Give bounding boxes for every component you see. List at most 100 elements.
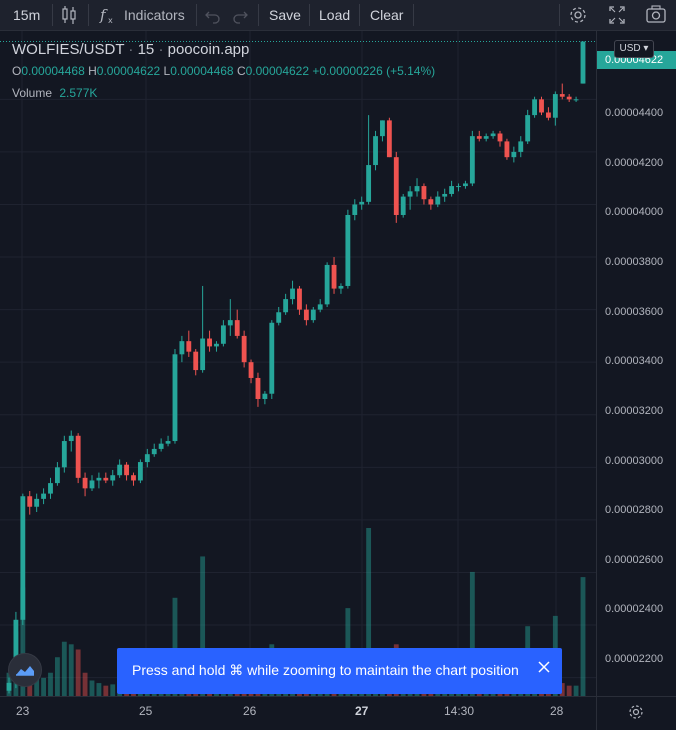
chart-logo-button[interactable] — [8, 653, 42, 687]
currency-select[interactable]: USD ▾ — [614, 40, 654, 58]
candle-body — [525, 115, 531, 142]
candle-body — [338, 285, 344, 289]
volume-bar — [41, 677, 46, 696]
candle-body — [137, 462, 143, 481]
close-icon[interactable] — [535, 658, 553, 676]
candle-body — [456, 186, 461, 188]
low-label: L — [163, 64, 171, 78]
candle-body — [400, 196, 406, 215]
fullscreen-icon[interactable] — [607, 0, 627, 30]
volume-bar — [566, 685, 572, 696]
change-value: +0.00000226 (+5.14%) — [312, 64, 436, 78]
toast-message: Press and hold ⌘ while zooming to mainta… — [132, 662, 519, 678]
chart-area[interactable]: WOLFIES/USDT · 15 · poocoin.app O0.00004… — [0, 31, 676, 730]
candles-chart-type-icon[interactable] — [60, 0, 78, 30]
scale-settings-gear-icon[interactable] — [626, 702, 646, 725]
candle-body — [193, 351, 199, 371]
price-axis-label: 0.00002200 — [605, 653, 664, 665]
volume-legend: Volume 2.577K — [12, 86, 97, 100]
camera-snapshot-icon[interactable] — [645, 0, 667, 30]
toolbar-divider — [359, 4, 360, 26]
toolbar-divider — [559, 4, 560, 26]
candle-body — [110, 475, 116, 481]
volume-bar — [200, 556, 206, 696]
candle-body — [103, 477, 109, 481]
candle-body — [435, 196, 441, 205]
indicators-button[interactable]: Indicators — [124, 7, 185, 23]
low-value: 0.00004468 — [170, 64, 234, 78]
time-axis-label: 23 — [16, 704, 30, 718]
candle-body — [359, 201, 365, 205]
candlestick-chart[interactable] — [0, 31, 676, 730]
candle-body — [373, 136, 378, 166]
candle-body — [469, 136, 475, 184]
settings-gear-icon[interactable] — [568, 0, 588, 30]
candle-body — [352, 204, 358, 215]
redo-icon[interactable] — [232, 0, 248, 30]
candle-body — [511, 151, 517, 158]
candle-body — [386, 120, 392, 158]
candle-body — [262, 393, 268, 399]
candle-body — [297, 288, 302, 310]
candle-body — [214, 343, 219, 347]
candle-body — [532, 99, 538, 116]
function-fx-icon[interactable]: f x — [99, 0, 117, 30]
candle-body — [490, 133, 496, 137]
volume-bar — [366, 528, 372, 696]
interval-button[interactable]: 15m — [13, 7, 41, 23]
chevron-down-icon: ▾ — [640, 43, 649, 54]
candle-body — [124, 464, 129, 476]
candle-body — [61, 441, 67, 468]
toolbar-divider — [196, 4, 197, 26]
candle-body — [151, 448, 157, 455]
candle-body — [41, 493, 46, 499]
candle-body — [234, 320, 240, 336]
save-button[interactable]: Save — [269, 7, 301, 23]
candle-body — [13, 619, 19, 681]
candle-body — [290, 288, 295, 300]
close-value: 0.00004622 — [245, 64, 310, 78]
candle-body — [317, 304, 323, 310]
svg-text:f: f — [99, 6, 108, 24]
candle-body — [165, 441, 171, 444]
candle-body — [345, 214, 351, 286]
price-axis-label: 0.00002600 — [605, 554, 664, 566]
volume-bar — [580, 577, 586, 696]
load-button[interactable]: Load — [319, 7, 351, 23]
candle-body — [200, 338, 206, 371]
symbol-name: WOLFIES/USDT — [12, 41, 125, 58]
candle-body — [20, 496, 26, 620]
undo-icon[interactable] — [205, 0, 221, 30]
candle-body — [366, 165, 372, 202]
open-value: 0.00004468 — [21, 64, 85, 78]
toolbar-divider — [309, 4, 310, 26]
candle-body — [48, 483, 53, 494]
volume-bar — [89, 680, 95, 696]
candle-body — [117, 464, 123, 476]
time-axis-label: 14:30 — [444, 704, 475, 718]
candle-body — [82, 477, 88, 489]
candle-body — [463, 183, 468, 187]
candle-body — [248, 362, 254, 378]
candle-body — [96, 477, 102, 481]
price-axis-label: 0.00002400 — [605, 603, 664, 615]
price-axis-label: 0.00003800 — [605, 256, 664, 268]
candle-body — [186, 341, 192, 352]
open-label: O — [12, 64, 22, 78]
time-axis-label: 26 — [243, 704, 257, 718]
legend-source: poocoin.app — [167, 41, 250, 58]
zoom-hint-toast: Press and hold ⌘ while zooming to mainta… — [117, 648, 562, 694]
price-axis-label: 0.00004400 — [605, 107, 664, 119]
toolbar-divider — [258, 4, 259, 26]
clear-button[interactable]: Clear — [370, 7, 404, 23]
candle-body — [172, 354, 178, 442]
chart-legend-title: WOLFIES/USDT · 15 · poocoin.app — [12, 41, 249, 58]
currency-label: USD — [619, 43, 641, 54]
candle-body — [324, 264, 330, 305]
candle-body — [34, 498, 40, 507]
cloud-chart-icon — [16, 666, 34, 676]
candle-body — [241, 335, 247, 363]
candle-body — [179, 341, 185, 355]
candle-body — [89, 480, 95, 489]
volume-bar — [172, 597, 178, 696]
